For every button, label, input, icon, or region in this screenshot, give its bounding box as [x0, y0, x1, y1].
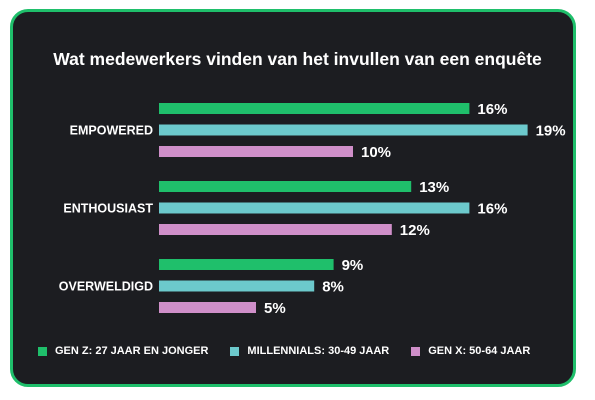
data-label-overweldigd-millennials-30-49-jaar: 8%: [322, 279, 344, 296]
data-label-empowered-gen-z-27-jaar-en-jonger: 16%: [477, 101, 507, 118]
bar-overweldigd-gen-z-27-jaar-en-jonger: [159, 259, 334, 270]
data-label-enthousiast-gen-z-27-jaar-en-jonger: 13%: [419, 179, 449, 196]
data-label-empowered-gen-x-50-64-jaar: 10%: [361, 144, 391, 161]
data-label-enthousiast-millennials-30-49-jaar: 16%: [477, 201, 507, 218]
legend-swatch-gen-z: [38, 346, 47, 356]
bar-empowered-gen-z-27-jaar-en-jonger: [159, 103, 470, 114]
bar-overweldigd-gen-x-50-64-jaar: [159, 302, 256, 313]
legend-item-millennials: MILLENNIALS: 30-49 JAAR: [230, 345, 389, 357]
bar-empowered-millennials-30-49-jaar: [159, 124, 528, 136]
category-label-overweldigd: OVERWELDIGD: [59, 280, 153, 294]
chart-legend: GEN Z: 27 JAAR EN JONGER MILLENNIALS: 30…: [38, 343, 530, 359]
legend-label-gen-x: GEN X: 50-64 JAAR: [428, 345, 531, 357]
bar-overweldigd-millennials-30-49-jaar: [159, 280, 315, 292]
legend-item-gen-z: GEN Z: 27 JAAR EN JONGER: [38, 345, 208, 357]
category-label-empowered: EMPOWERED: [70, 124, 153, 138]
data-label-enthousiast-gen-x-50-64-jaar: 12%: [400, 222, 430, 239]
legend-item-gen-x: GEN X: 50-64 JAAR: [411, 345, 530, 357]
data-label-overweldigd-gen-z-27-jaar-en-jonger: 9%: [342, 257, 364, 274]
category-label-enthousiast: ENTHOUSIAST: [63, 202, 153, 216]
chart-title: Wat medewerkers vinden van het invullen …: [53, 49, 542, 69]
bar-empowered-gen-x-50-64-jaar: [159, 146, 353, 157]
data-label-empowered-millennials-30-49-jaar: 19%: [536, 123, 566, 140]
data-label-overweldigd-gen-x-50-64-jaar: 5%: [264, 300, 286, 317]
legend-swatch-millennials: [230, 346, 240, 356]
bar-enthousiast-millennials-30-49-jaar: [159, 202, 470, 214]
bar-enthousiast-gen-x-50-64-jaar: [159, 224, 392, 235]
chart-card: [10, 9, 576, 387]
legend-label-millennials: MILLENNIALS: 30-49 JAAR: [247, 345, 390, 357]
legend-label-gen-z: GEN Z: 27 JAAR EN JONGER: [55, 345, 209, 357]
legend-swatch-gen-x: [411, 346, 421, 356]
bar-enthousiast-gen-z-27-jaar-en-jonger: [159, 181, 412, 192]
